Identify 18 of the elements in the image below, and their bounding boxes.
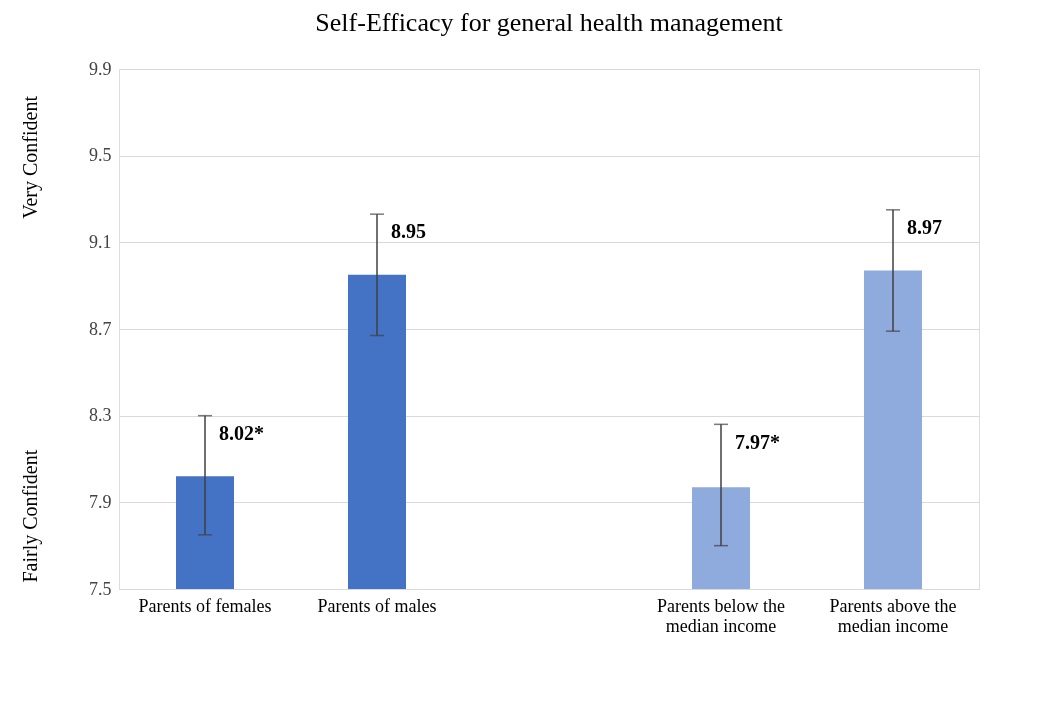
y-tick-label: 9.1	[89, 231, 112, 252]
y-tick-label: 7.9	[89, 491, 112, 512]
data-label: 7.97*	[735, 431, 780, 454]
data-label: 8.02*	[219, 421, 264, 444]
x-tick-label: Parents of males	[317, 595, 437, 616]
x-tick-label: Parents of females	[138, 595, 272, 616]
chart-title: Self-Efficacy for general health management	[315, 8, 784, 37]
y-tick-label: 9.5	[89, 145, 112, 166]
y-tick-label: 8.7	[89, 318, 112, 339]
x-tick-label: Parents below the median income	[657, 595, 785, 636]
text: Fairly Confident	[19, 449, 42, 583]
y-tick-label: 9.9	[89, 58, 112, 79]
x-tick-label: Parents above the median income	[829, 595, 957, 636]
y-tick-label: 7.5	[89, 578, 112, 599]
text: Very Confident	[19, 95, 42, 219]
data-label: 8.95	[391, 220, 426, 243]
data-label: 8.97	[907, 216, 942, 239]
y-tick-label: 8.3	[89, 405, 112, 426]
